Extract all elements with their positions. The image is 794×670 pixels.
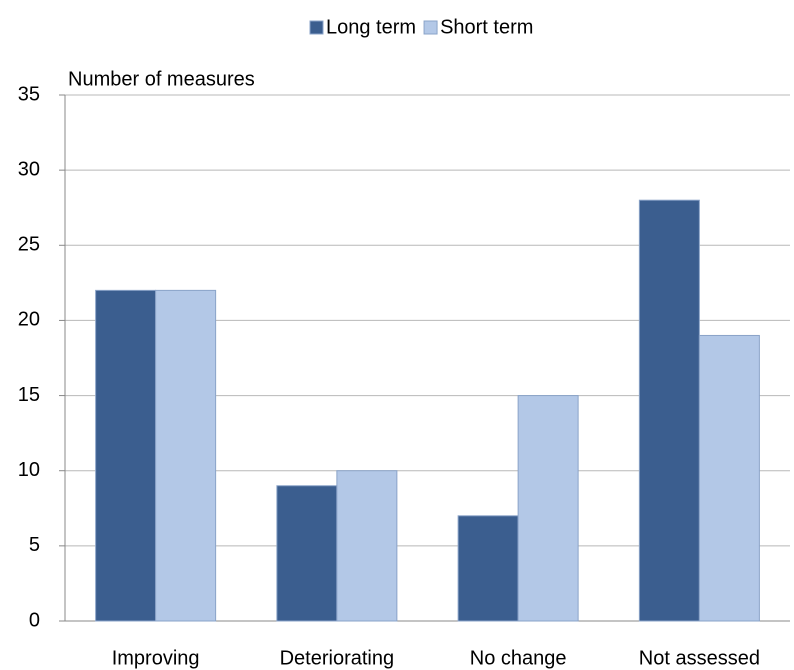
x-tick-label: Not assessed bbox=[639, 647, 760, 669]
y-tick-label: 15 bbox=[18, 384, 40, 406]
x-tick-label: Improving bbox=[112, 647, 200, 669]
legend-swatch bbox=[423, 20, 438, 35]
bar bbox=[95, 289, 157, 622]
y-tick-label: 20 bbox=[18, 309, 40, 331]
y-tick-label: 30 bbox=[18, 158, 40, 180]
bar bbox=[638, 199, 700, 622]
y-tick-label: 10 bbox=[18, 459, 40, 481]
bar bbox=[276, 485, 338, 622]
bar bbox=[336, 470, 398, 622]
y-tick-label: 35 bbox=[18, 83, 40, 105]
bar bbox=[155, 289, 217, 622]
legend-label: Short term bbox=[440, 16, 533, 38]
y-tick-label: 25 bbox=[18, 234, 40, 256]
legend-swatch bbox=[309, 20, 324, 35]
bar bbox=[517, 395, 579, 622]
legend-label: Long term bbox=[326, 16, 416, 38]
bar bbox=[698, 334, 760, 622]
x-tick-label: Deteriorating bbox=[280, 647, 395, 669]
y-axis-label: Number of measures bbox=[68, 68, 255, 90]
bar bbox=[457, 515, 519, 622]
y-tick-label: 5 bbox=[29, 534, 40, 556]
x-tick-label: No change bbox=[470, 647, 567, 669]
y-tick-label: 0 bbox=[29, 609, 40, 631]
